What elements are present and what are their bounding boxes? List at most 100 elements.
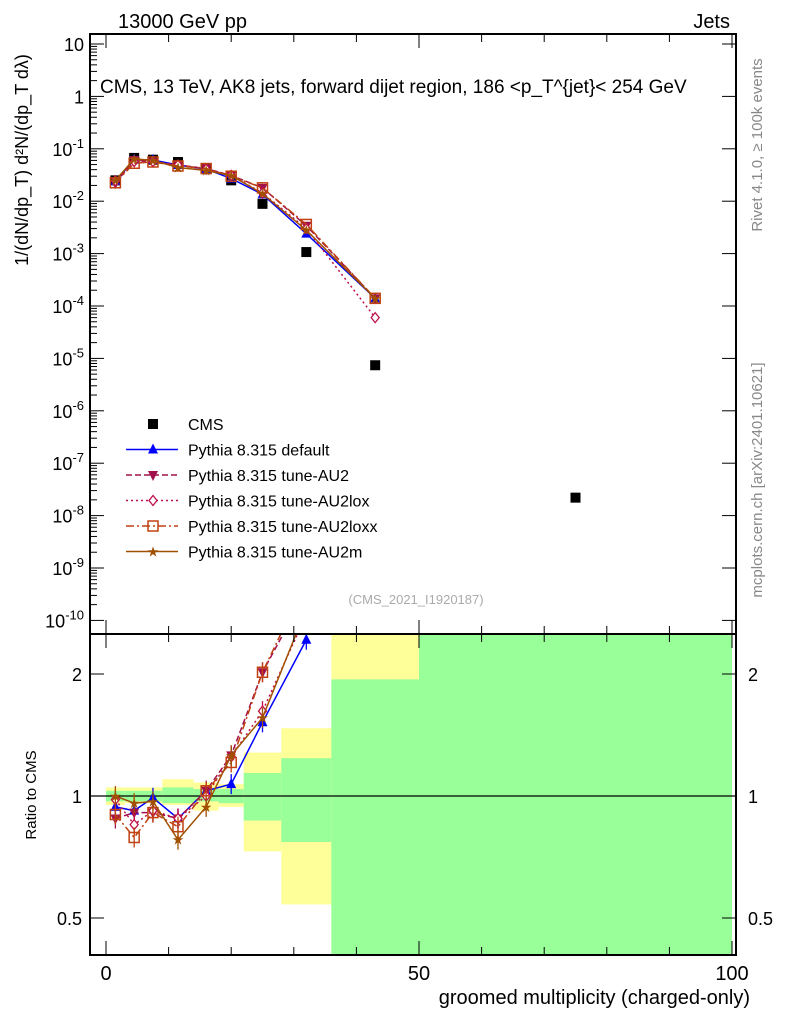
ratio-series-3 [109,634,282,848]
data-point [301,247,312,258]
data-point: ★ [200,163,213,179]
legend-entry: Pythia 8.315 tune-AU2loxx [126,519,377,536]
data-point: ★ [147,152,160,168]
legend-label: Pythia 8.315 default [188,443,330,460]
data-point [369,292,381,305]
x-axis-label: groomed multiplicity (charged-only) [439,987,750,1009]
data-point [256,182,269,194]
uncertainty-band-green [281,758,332,843]
ratio-point: ★ [200,799,213,815]
legend-entry: CMS [148,417,224,434]
ratio-point: ★ [109,788,122,804]
legend-entry: ★ Pythia 8.315 tune-AU2m [126,544,362,562]
ratio-y-tick-label: 1 [72,787,82,807]
ratio-line [115,634,297,841]
y-tick-label: 10-7 [52,450,84,474]
ratio-y-tick-label: 0.5 [57,909,82,929]
ratio-point: ★ [256,710,269,726]
legend: CMS Pythia 8.315 default Pythia 8.315 tune… [126,417,377,562]
series-line [114,158,376,299]
legend-label: CMS [188,417,224,434]
data-point [570,492,581,503]
series-5: ★ ★ ★ ★ ★ ★ ★ ★ ★ [109,151,381,306]
legend-marker [147,520,159,532]
ratio-frame [89,633,737,956]
legend-entry: Pythia 8.315 default [126,443,330,460]
data-point: ★ [128,151,141,167]
data-point: ★ [369,290,382,306]
data-point [225,170,237,182]
plot-title: CMS, 13 TeV, AK8 jets, forward dijet reg… [100,77,687,98]
ratio-series-4: ★ ★ ★ ★ ★ ★ ★ [109,634,297,850]
ratio-point [301,634,312,644]
uncertainty-band-green [243,772,282,821]
series-0 [110,152,581,503]
legend-marker [148,471,158,481]
data-point [370,360,381,371]
series-4 [109,156,381,305]
ratio-line [114,634,282,839]
legend-marker: ★ [147,544,160,560]
header-left: 13000 GeV pp [118,11,247,33]
y-tick-label: 10-3 [52,241,84,265]
y-tick-label: 10-5 [52,345,84,369]
legend-label: Pythia 8.315 tune-AU2 [188,468,349,485]
mcplots-label: mcplots.cern.ch [arXiv:2401.10621] [749,362,766,597]
data-point [257,198,268,209]
ratio-point: ★ [172,832,185,848]
uncertainty-band-green [419,634,732,955]
y-tick-label: 10-4 [52,293,84,317]
ratio-point [128,831,140,844]
ratio-point: ★ [128,795,141,811]
y-tick-label: 10-6 [52,398,84,422]
series-1 [110,153,381,303]
y-axis-label: 1/(dN/dp_T) d²N/(dp_T dλ) [12,54,33,266]
legend-label: Pythia 8.315 tune-AU2m [188,545,362,562]
x-tick-label: 0 [100,963,111,985]
y-tick-label: 1 [74,87,84,107]
ratio-point [256,666,269,678]
data-point: ★ [300,222,313,238]
series-2 [110,156,381,305]
legend-marker [148,419,158,429]
data-point: ★ [172,159,185,175]
ratio-point [226,778,237,789]
data-point [200,162,212,175]
legend-label: Pythia 8.315 tune-AU2loxx [188,519,377,536]
ratio-y-tick-label-right: 1 [748,787,758,807]
uncertainty-band-green [162,787,194,804]
legend-entry: Pythia 8.315 tune-AU2lox [126,494,369,511]
y-tick-label: 10-9 [52,555,84,579]
y-tick-label: 10-1 [52,136,84,160]
data-point [109,176,122,189]
ratio-point [200,785,212,797]
main-frame [89,33,737,635]
data-point: ★ [256,186,269,202]
legend-marker [148,494,158,507]
ratio-line [114,634,299,826]
ratio-line [115,634,285,820]
ratio-y-tick-label-right: 0.5 [748,909,773,929]
rivet-label: Rivet 4.1.0, ≥ 100k events [749,58,766,231]
ratio-point: ★ [225,747,238,763]
data-point: ★ [225,167,238,183]
ratio-y-label: Ratio to CMS [23,750,40,839]
legend-label: Pythia 8.315 tune-AU2lox [188,494,369,511]
data-point: ★ [109,172,122,188]
uncertainty-band-green [331,679,419,955]
ratio-point: ★ [147,793,160,809]
ratio-point [129,808,140,819]
y-tick-label: 10 [64,35,84,55]
series-line [114,158,376,299]
ratio-y-tick-label: 2 [72,665,82,685]
analysis-watermark: (CMS_2021_I1920187) [348,592,483,607]
y-tick-label: 10-8 [52,503,84,527]
x-tick-label: 100 [715,963,748,985]
legend-marker [148,443,158,454]
y-tick-label: 10-2 [52,188,84,212]
header-right: Jets [693,11,730,33]
ratio-point [109,808,122,821]
legend-entry: Pythia 8.315 tune-AU2 [126,468,349,485]
